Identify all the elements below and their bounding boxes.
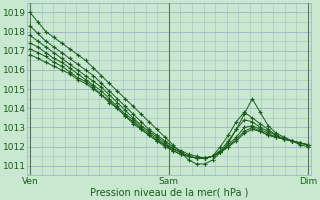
X-axis label: Pression niveau de la mer( hPa ): Pression niveau de la mer( hPa ) (90, 187, 248, 197)
